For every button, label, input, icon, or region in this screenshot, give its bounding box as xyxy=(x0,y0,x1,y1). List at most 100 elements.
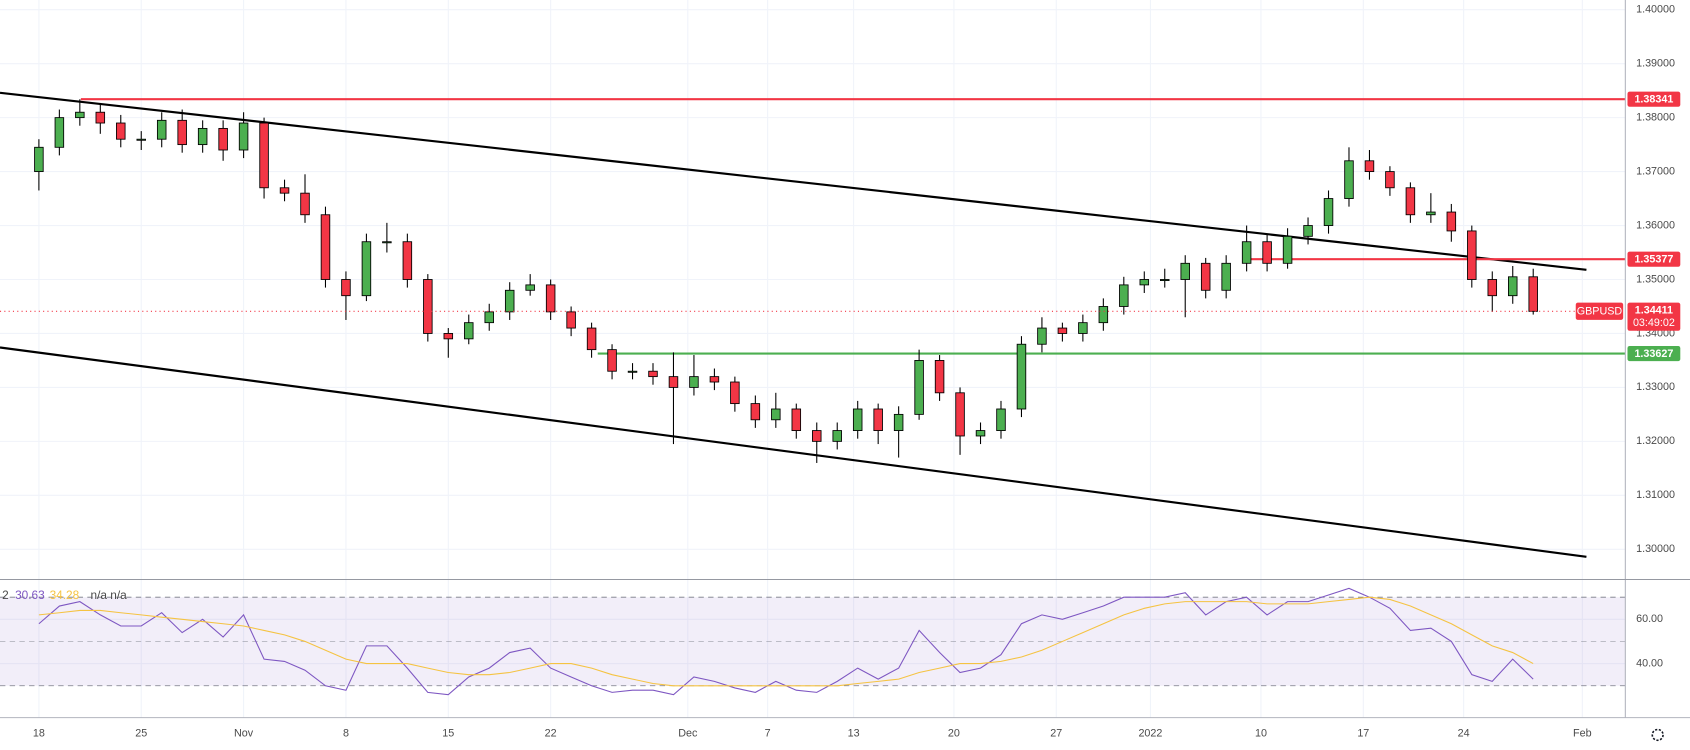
candle-body xyxy=(893,413,904,432)
y-tick-label: 1.40000 xyxy=(1636,4,1675,16)
candle-body xyxy=(1262,241,1272,264)
last-price-label: 1.34411 xyxy=(1635,305,1673,317)
last-price-box xyxy=(1627,302,1681,331)
candle-body xyxy=(1119,284,1129,307)
candle-body xyxy=(382,241,392,244)
candle-body xyxy=(566,311,576,329)
level-label: 1.38341 xyxy=(1634,94,1673,106)
candle-body xyxy=(259,122,269,189)
candle-body xyxy=(1221,262,1231,291)
x-tick-label: 8 xyxy=(343,728,349,740)
candle-body xyxy=(218,127,228,151)
rsi-line xyxy=(38,596,1534,687)
candle-body xyxy=(54,117,65,148)
candle-body xyxy=(750,403,761,421)
candle-body xyxy=(996,408,1006,432)
candle-body xyxy=(197,127,208,146)
y-tick-label: 1.35000 xyxy=(1636,273,1675,285)
candle-body xyxy=(975,430,986,437)
candle-body xyxy=(1528,276,1538,312)
candle-body xyxy=(852,408,863,432)
candle-body xyxy=(504,289,515,313)
candle-body xyxy=(1180,262,1190,280)
candle-body xyxy=(914,360,924,415)
candle-body xyxy=(402,241,413,280)
candle-body xyxy=(177,119,187,146)
candle-body xyxy=(1344,160,1354,199)
candle-body xyxy=(832,430,842,442)
x-tick-label: 25 xyxy=(135,728,147,740)
x-tick-label: 15 xyxy=(442,728,454,740)
candle-body xyxy=(1364,160,1375,173)
level-label: 1.33627 xyxy=(1634,348,1673,360)
symbol-label: GBPUSD xyxy=(1577,306,1623,318)
countdown-label: 03:49:02 xyxy=(1633,317,1675,329)
candle-body xyxy=(648,370,658,378)
candle-body xyxy=(341,279,351,297)
settings-button[interactable] xyxy=(1651,728,1664,742)
candle-body xyxy=(116,122,126,140)
candle-body xyxy=(791,408,802,432)
y-tick-label: 40.00 xyxy=(1636,657,1663,669)
candle-body xyxy=(361,241,372,297)
candle-body xyxy=(1078,322,1088,334)
rsi-band xyxy=(0,597,1626,686)
candle-body xyxy=(320,214,331,280)
candle-body xyxy=(545,284,556,313)
y-tick-label: 1.36000 xyxy=(1636,219,1675,231)
candle-body xyxy=(771,408,781,421)
candle-body xyxy=(1303,225,1313,237)
y-tick-label: 1.31000 xyxy=(1636,489,1675,501)
indicator-legend: 34.28 xyxy=(50,588,80,602)
candle-body xyxy=(156,119,167,140)
x-tick-label: 27 xyxy=(1050,728,1062,740)
candle-body xyxy=(1405,187,1416,216)
candle-body xyxy=(1057,327,1068,334)
candle-body xyxy=(1139,279,1150,286)
x-tick-label: 2022 xyxy=(1138,728,1162,740)
symbol-box xyxy=(1575,302,1624,320)
candle-body xyxy=(1016,343,1027,410)
candle-body xyxy=(955,392,965,437)
candle-body xyxy=(525,284,535,291)
x-tick-label: 24 xyxy=(1458,728,1470,740)
candle-body xyxy=(1487,279,1498,297)
candle-body xyxy=(279,187,290,194)
candle-body xyxy=(136,138,146,141)
candle-body xyxy=(1323,198,1334,226)
price-axis xyxy=(1625,0,1690,750)
candle-body xyxy=(1200,262,1211,291)
candle-body xyxy=(586,327,597,351)
y-tick-label: 1.32000 xyxy=(1636,435,1675,447)
candle-body xyxy=(1037,327,1047,345)
indicator-legend: 30.63 xyxy=(15,588,45,602)
candle-body xyxy=(1446,211,1457,232)
candle-body xyxy=(627,370,638,373)
y-tick-label: 1.38000 xyxy=(1636,111,1675,123)
candle-body xyxy=(464,322,474,340)
y-tick-label: 1.37000 xyxy=(1636,165,1675,177)
x-tick-label: 22 xyxy=(545,728,557,740)
level-label-box xyxy=(1627,251,1681,267)
x-tick-label: 17 xyxy=(1357,728,1369,740)
x-tick-label: 18 xyxy=(33,728,45,740)
y-tick-label: 60.00 xyxy=(1636,613,1663,625)
y-tick-label: 1.39000 xyxy=(1636,58,1675,70)
y-tick-label: 1.30000 xyxy=(1636,543,1675,555)
candle-body xyxy=(484,311,494,324)
candle-body xyxy=(95,111,106,124)
gear-icon[interactable] xyxy=(1651,728,1664,742)
candle-body xyxy=(1160,279,1170,282)
candle-body xyxy=(934,360,945,394)
x-tick-label: 13 xyxy=(848,728,860,740)
x-tick-label: Dec xyxy=(678,728,698,740)
level-label-box xyxy=(1627,91,1681,107)
candle-body xyxy=(1098,306,1109,324)
candle-body xyxy=(607,349,617,372)
indicator-legend: n/a n/a xyxy=(91,588,128,602)
candle-body xyxy=(730,381,740,405)
candle-body xyxy=(873,408,883,432)
candle-body xyxy=(238,122,249,151)
